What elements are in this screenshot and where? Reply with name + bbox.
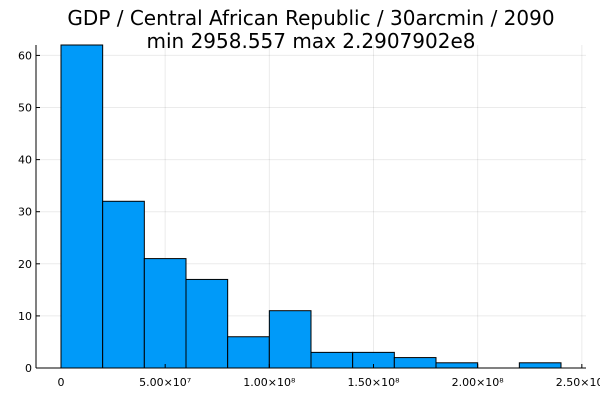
- y-tick-label-3: 30: [18, 206, 32, 219]
- y-tick-label-2: 20: [18, 258, 32, 271]
- x-tick-label-2: 1.00×10⁸: [243, 376, 296, 389]
- histogram-bar-6: [310, 351, 354, 369]
- axes: [35, 45, 586, 369]
- chart-title-line1: GDP / Central African Republic / 30arcmi…: [67, 6, 554, 30]
- histogram-bar-4: [227, 336, 270, 369]
- x-tick-label-3: 1.50×10⁸: [347, 376, 400, 389]
- x-tick-label-4: 2.00×10⁸: [452, 376, 505, 389]
- y-axis-ticks: 0 10 20 30 40 50 60: [18, 49, 40, 375]
- x-tick-label-1: 5.00×10⁷: [139, 376, 191, 389]
- x-axis-ticks: 0 5.00×10⁷ 1.00×10⁸ 1.50×10⁸ 2.00×10⁸ 2.50×10…: [58, 364, 600, 389]
- histogram-bar-1: [102, 200, 145, 369]
- y-tick-label-0: 0: [25, 362, 32, 375]
- histogram-bar-11: [518, 362, 562, 369]
- y-tick-label-6: 60: [18, 49, 32, 62]
- chart-title-line2: min 2958.557 max 2.2907902e8: [147, 29, 476, 53]
- x-tick-label-5: 2.50×10⁸: [556, 376, 600, 389]
- histogram-bar-2: [143, 258, 187, 369]
- y-tick-label-1: 10: [18, 310, 32, 323]
- histogram-bar-5: [268, 310, 312, 369]
- histogram-bars: [60, 44, 562, 369]
- histogram-bar-9: [435, 362, 479, 369]
- histogram-bar-0: [60, 44, 104, 369]
- y-tick-label-4: 40: [18, 154, 32, 167]
- x-tick-label-0: 0: [58, 376, 65, 389]
- y-tick-label-5: 50: [18, 102, 32, 115]
- histogram-bar-8: [393, 357, 437, 369]
- grid-lines: [36, 45, 586, 369]
- histogram-bar-3: [185, 278, 229, 369]
